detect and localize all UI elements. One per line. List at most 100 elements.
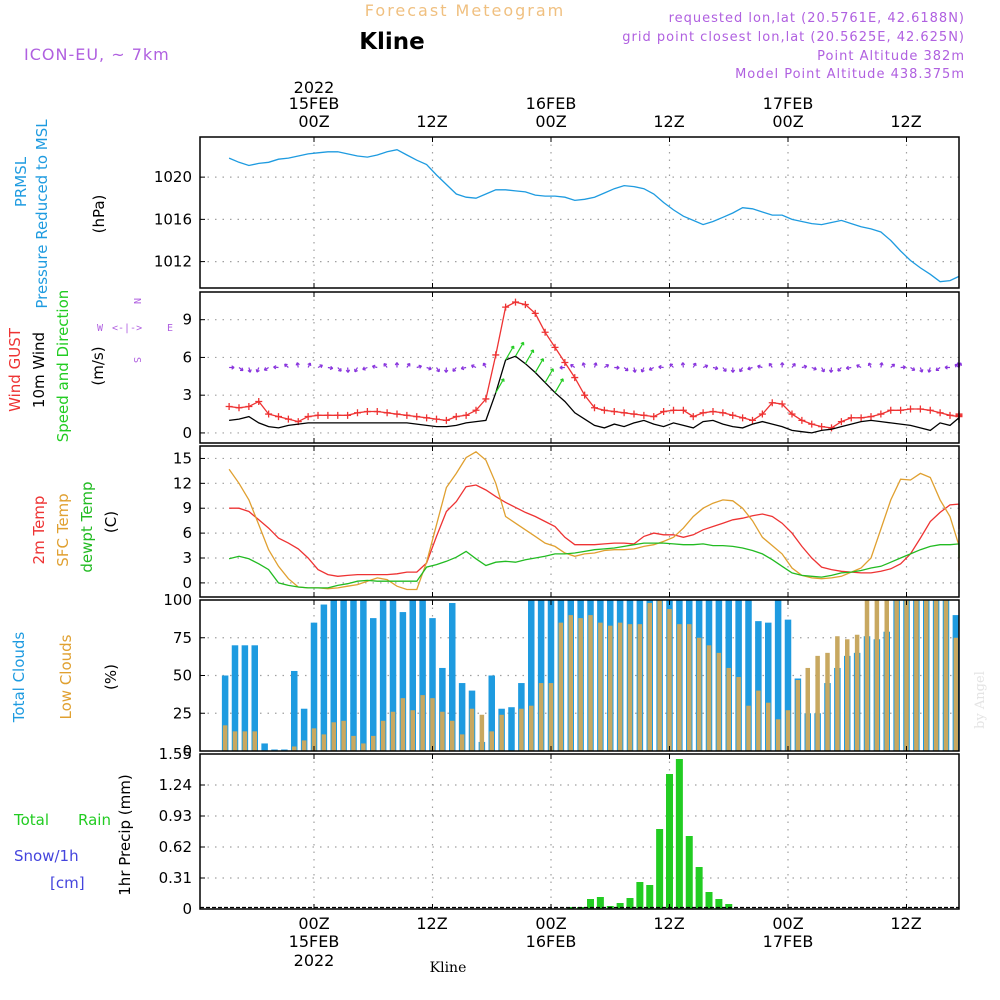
2m-temp-line: [229, 484, 960, 577]
precip-frame: [199, 753, 960, 910]
gust-marker: [512, 298, 519, 306]
gust-marker: [640, 411, 648, 419]
clouds-label-2: Low Clouds: [57, 634, 75, 719]
bottom-time-axis: 00Z 12Z 00Z 12Z 00Z 12Z 15FEB 16FEB 17FE…: [289, 914, 922, 970]
temp-ytick-label: 0: [182, 574, 192, 592]
precip-ytick-label: 0.62: [159, 838, 192, 856]
temp-label-1: 2m Temp: [30, 496, 48, 565]
bottom-tick-00z-2: 00Z: [535, 914, 566, 933]
gust-marker: [482, 395, 490, 403]
low-clouds-bar: [311, 728, 317, 751]
bottom-year: 2022: [294, 951, 335, 970]
wind-direction-arrowhead: [338, 368, 342, 372]
gust-marker: [551, 343, 559, 351]
clouds-ytick-label: 75: [173, 629, 192, 647]
total-clouds-bar: [300, 708, 308, 751]
total-clouds-bar: [458, 683, 466, 751]
gust-marker: [314, 411, 322, 419]
total-clouds-bar: [320, 604, 328, 751]
top-tick-12z-1: 12Z: [416, 112, 447, 131]
total-clouds-bar: [221, 675, 229, 751]
wind-direction-arrowhead: [452, 368, 457, 372]
gust-marker: [581, 391, 589, 399]
temp-labels: 2m Temp SFC Temp dewpt Temp (C): [30, 481, 120, 572]
low-clouds-bar: [904, 600, 909, 751]
temp-ytick-label: 9: [182, 499, 192, 517]
gust-marker: [837, 418, 845, 426]
low-clouds-bar: [933, 600, 939, 751]
rain-bar: [636, 882, 644, 909]
gust-marker: [423, 414, 431, 422]
wind-direction-arrowhead: [345, 369, 351, 373]
rain-bar: [705, 892, 713, 909]
gust-marker: [897, 406, 905, 414]
bottom-date-17feb: 17FEB: [763, 932, 814, 951]
total-clouds-bar: [330, 600, 337, 751]
low-clouds-bar: [647, 603, 652, 751]
10m-wind-line: [229, 355, 960, 434]
wind-direction-arrow: [524, 349, 534, 365]
temp-ytick-label: 15: [173, 449, 192, 467]
low-clouds-bar: [222, 725, 228, 751]
wind-direction-arrow: [554, 378, 564, 393]
wind-label-2: 10m Wind: [30, 332, 48, 408]
gust-marker: [887, 406, 895, 414]
grid-layer: [200, 137, 959, 909]
gust-marker: [857, 414, 865, 422]
low-clouds-bar: [657, 600, 662, 751]
wind-direction-arrowhead: [550, 368, 554, 372]
gust-marker: [275, 413, 282, 421]
wind-direction-arrowhead: [231, 365, 235, 370]
wind-ytick-label: 3: [182, 386, 192, 404]
rain-bar: [616, 903, 624, 909]
gust-marker: [245, 403, 253, 411]
wind-direction-arrowhead: [780, 362, 785, 366]
low-clouds-bar: [410, 710, 415, 751]
wind-direction-arrowhead: [593, 362, 598, 366]
low-clouds-bar: [252, 731, 257, 751]
total-clouds-bar: [745, 600, 752, 751]
wind-direction-arrowhead: [902, 365, 906, 370]
gust-marker: [877, 410, 885, 418]
precip-label-snow: Snow/1h: [14, 847, 79, 865]
total-clouds-bar: [379, 600, 387, 751]
gust-marker: [521, 301, 529, 309]
compass-arrows-horizontal: <-|->: [112, 323, 142, 334]
wind-frame: [199, 291, 960, 444]
total-clouds-bar: [360, 600, 367, 751]
frame-layer: 101210161020036903691215025507510000.310…: [154, 136, 960, 918]
wind-direction-arrowhead: [581, 362, 586, 366]
wind-direction-arrowhead: [757, 364, 761, 369]
wind-direction-arrowhead: [500, 378, 505, 382]
pressure-ytick-label: 1012: [154, 253, 192, 271]
prmsl-line: [228, 149, 960, 283]
precip-labels: Total Rain Snow/1h [cm] 1hr Precip (mm): [13, 774, 134, 895]
low-clouds-bar: [726, 667, 731, 751]
gust-marker: [373, 408, 381, 416]
low-clouds-bar: [617, 622, 623, 751]
gust-marker: [620, 409, 628, 417]
precip-label-cm: [cm]: [50, 874, 85, 892]
low-clouds-bar: [825, 652, 830, 751]
total-clouds-bar: [508, 707, 515, 751]
total-clouds-bar: [755, 621, 762, 751]
gust-marker: [847, 414, 855, 422]
precip-ytick-label: 0.93: [159, 807, 192, 825]
gust-marker: [452, 413, 460, 421]
gust-marker: [689, 413, 697, 421]
clouds-label-1: Total Clouds: [10, 632, 28, 724]
total-clouds-bar: [449, 603, 456, 751]
wind-label-1: Wind GUST: [6, 327, 24, 412]
gust-marker: [442, 416, 450, 424]
wind-direction-arrowhead: [919, 369, 924, 373]
compass-rose: W <-|-> E N S: [97, 298, 173, 363]
low-clouds-bar: [341, 720, 346, 751]
rain-bar: [567, 907, 575, 909]
wind-direction-arrowhead: [632, 369, 637, 373]
top-date-16feb: 16FEB: [526, 94, 577, 113]
total-clouds-bar: [291, 670, 298, 751]
wind-direction-arrowhead: [394, 362, 400, 366]
low-clouds-bar: [854, 634, 860, 751]
wind-direction-arrowhead: [911, 367, 916, 371]
